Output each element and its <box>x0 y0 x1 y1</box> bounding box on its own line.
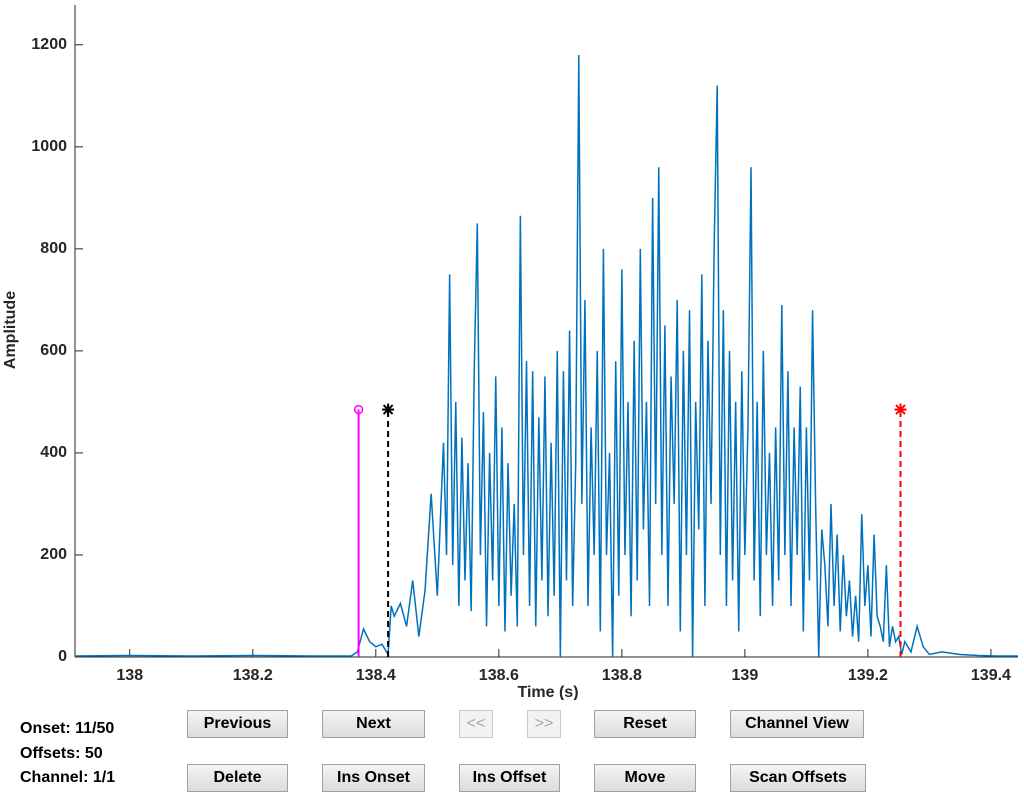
x-tick-label: 138 <box>116 667 143 684</box>
signal-line <box>74 54 1018 658</box>
chart: Time (s) Amplitude 0 200 400 600 800 1000 1200… <box>2 5 1018 700</box>
marker-head <box>382 403 395 416</box>
x-tick-label: 138.4 <box>356 667 396 684</box>
button[interactable]: Channel View <box>730 710 864 738</box>
onset-status: Onset: 11/50 <box>20 720 115 737</box>
x-tick-label: 139 <box>732 667 759 684</box>
button[interactable]: Previous <box>187 710 288 738</box>
x-tick-label: 138.2 <box>233 667 273 684</box>
y-tick-label: 1000 <box>31 138 67 155</box>
x-axis-label: Time (s) <box>517 684 578 700</box>
button[interactable]: Ins Offset <box>459 764 560 792</box>
x-tick-label: 138.6 <box>479 667 519 684</box>
y-tick-label: 200 <box>40 546 67 563</box>
offsets-status: Offsets: 50 <box>20 745 103 762</box>
button: >> <box>527 710 561 738</box>
marker-head <box>353 404 364 415</box>
channel-status: Channel: 1/1 <box>20 769 116 786</box>
y-tick-label: 1200 <box>31 36 67 53</box>
x-tick-label: 139.2 <box>848 667 888 684</box>
y-tick-label: 800 <box>40 240 67 257</box>
button[interactable]: Ins Onset <box>322 764 425 792</box>
button[interactable]: Move <box>594 764 696 792</box>
y-axis-label: Amplitude <box>2 291 19 369</box>
button[interactable]: Reset <box>594 710 696 738</box>
button[interactable]: Next <box>322 710 425 738</box>
x-tick-label: 138.8 <box>602 667 642 684</box>
y-tick-label: 600 <box>40 342 67 359</box>
y-tick-label: 400 <box>40 444 67 461</box>
button[interactable]: Scan Offsets <box>730 764 866 792</box>
marker-head <box>894 403 907 416</box>
button[interactable]: Delete <box>187 764 288 792</box>
button: << <box>459 710 493 738</box>
y-tick-label: 0 <box>58 648 67 665</box>
x-tick-label: 139.4 <box>971 667 1011 684</box>
